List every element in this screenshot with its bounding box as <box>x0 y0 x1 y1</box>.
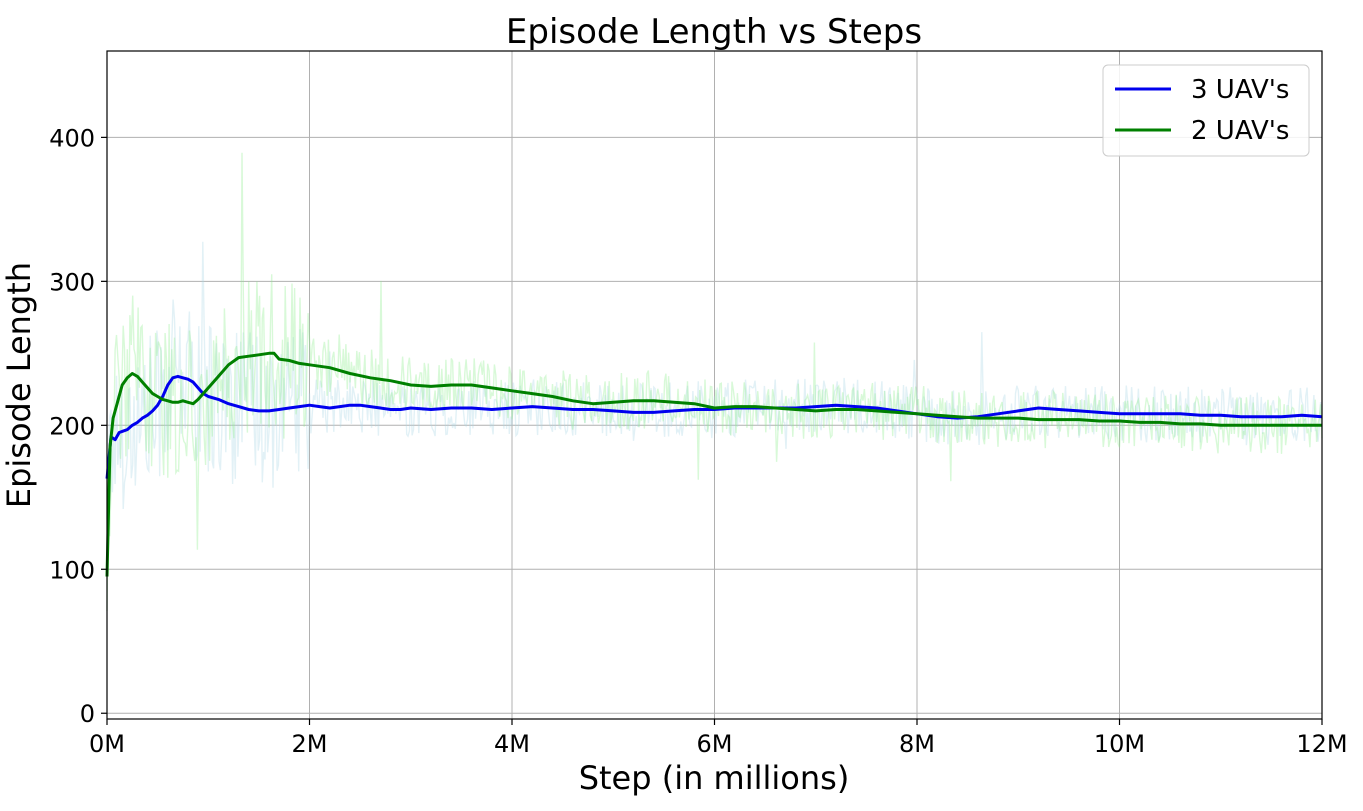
x-tick-label: 12M <box>1296 730 1347 758</box>
x-tick-label: 6M <box>697 730 733 758</box>
x-axis-title: Step (in millions) <box>579 759 850 797</box>
legend-label-2-uavs: 2 UAV's <box>1191 116 1289 146</box>
y-tick-label: 100 <box>49 556 95 584</box>
x-tick-label: 0M <box>89 730 125 758</box>
legend: 3 UAV's 2 UAV's <box>1102 64 1310 157</box>
x-tick-label: 2M <box>292 730 328 758</box>
raw-trace-3-uav-s <box>106 241 1323 520</box>
chart-title: Episode Length vs Steps <box>506 12 922 52</box>
x-axis-ticks: 0M 2M 4M 6M 8M 10M 12M <box>89 719 1348 758</box>
raw-trace-2-uav-s <box>106 152 1323 612</box>
raw-lines <box>106 152 1323 612</box>
y-tick-label: 0 <box>80 700 95 728</box>
series-line-3-uav-s <box>105 374 1323 479</box>
series-line-2-uav-s <box>105 351 1322 577</box>
grid <box>106 51 1323 719</box>
y-axis-ticks: 0 100 200 300 400 <box>49 124 107 728</box>
y-tick-label: 400 <box>49 124 95 152</box>
y-tick-label: 200 <box>49 412 95 440</box>
x-tick-label: 4M <box>494 730 530 758</box>
legend-label-3-uavs: 3 UAV's <box>1191 75 1289 105</box>
y-axis-title: Episode Length <box>0 262 38 508</box>
series-lines <box>105 351 1323 577</box>
y-tick-label: 300 <box>49 268 95 296</box>
x-tick-label: 10M <box>1094 730 1145 758</box>
x-tick-label: 8M <box>899 730 935 758</box>
